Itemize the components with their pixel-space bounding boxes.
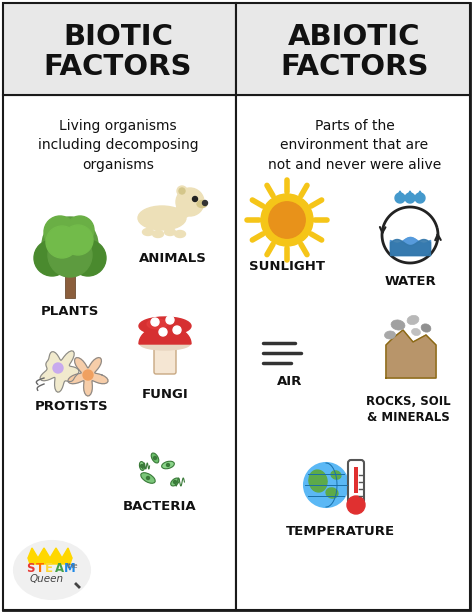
- Text: FUNGI: FUNGI: [141, 388, 188, 401]
- Circle shape: [42, 217, 98, 273]
- Ellipse shape: [142, 229, 154, 235]
- FancyBboxPatch shape: [3, 3, 236, 95]
- Ellipse shape: [139, 317, 191, 335]
- Polygon shape: [417, 191, 423, 197]
- Circle shape: [166, 463, 169, 466]
- FancyBboxPatch shape: [154, 340, 176, 374]
- Circle shape: [66, 216, 94, 244]
- Polygon shape: [407, 191, 413, 197]
- FancyBboxPatch shape: [236, 3, 470, 95]
- Text: SUNLIGHT: SUNLIGHT: [249, 260, 325, 273]
- Ellipse shape: [165, 229, 175, 235]
- Circle shape: [177, 186, 187, 196]
- Ellipse shape: [138, 206, 186, 230]
- Circle shape: [70, 240, 106, 276]
- Ellipse shape: [326, 488, 338, 498]
- Ellipse shape: [147, 319, 167, 329]
- Circle shape: [83, 370, 93, 380]
- Ellipse shape: [140, 462, 145, 470]
- Circle shape: [147, 476, 149, 479]
- Circle shape: [193, 197, 198, 202]
- Text: Queen: Queen: [30, 574, 64, 584]
- Circle shape: [63, 225, 93, 255]
- FancyBboxPatch shape: [65, 270, 75, 298]
- Circle shape: [202, 200, 208, 205]
- Text: the: the: [67, 563, 79, 569]
- Circle shape: [347, 496, 365, 514]
- Polygon shape: [397, 191, 403, 197]
- Circle shape: [151, 318, 159, 326]
- Circle shape: [159, 328, 167, 336]
- Text: M: M: [64, 562, 76, 575]
- Polygon shape: [395, 193, 405, 203]
- FancyBboxPatch shape: [3, 3, 470, 610]
- Circle shape: [269, 202, 305, 238]
- Text: Parts of the
environment that are
not and never were alive: Parts of the environment that are not an…: [268, 118, 441, 172]
- Polygon shape: [405, 193, 415, 203]
- Ellipse shape: [140, 338, 190, 350]
- Ellipse shape: [174, 206, 190, 218]
- Text: E: E: [45, 562, 53, 575]
- Polygon shape: [28, 548, 72, 558]
- Circle shape: [46, 226, 78, 258]
- Text: T: T: [35, 562, 44, 575]
- FancyBboxPatch shape: [348, 460, 364, 504]
- Ellipse shape: [171, 478, 179, 486]
- Ellipse shape: [197, 200, 207, 207]
- Circle shape: [44, 216, 76, 248]
- Circle shape: [34, 240, 70, 276]
- Circle shape: [154, 457, 157, 460]
- Text: PROTISTS: PROTISTS: [35, 400, 109, 413]
- Circle shape: [53, 363, 63, 373]
- FancyBboxPatch shape: [354, 467, 358, 493]
- FancyBboxPatch shape: [236, 95, 470, 610]
- FancyBboxPatch shape: [3, 95, 236, 610]
- Ellipse shape: [421, 324, 431, 332]
- Circle shape: [176, 188, 204, 216]
- Ellipse shape: [391, 320, 405, 330]
- Text: A: A: [54, 562, 64, 575]
- Circle shape: [166, 316, 174, 324]
- Circle shape: [174, 481, 176, 484]
- Circle shape: [48, 233, 92, 277]
- Text: Living organisms
including decomposing
organisms: Living organisms including decomposing o…: [38, 118, 198, 172]
- Polygon shape: [415, 193, 425, 203]
- Ellipse shape: [309, 470, 327, 492]
- Ellipse shape: [385, 331, 395, 339]
- Ellipse shape: [175, 230, 185, 237]
- Circle shape: [261, 194, 313, 246]
- Polygon shape: [40, 351, 79, 392]
- Circle shape: [304, 463, 348, 507]
- Text: WATER: WATER: [384, 275, 436, 288]
- Text: ANIMALS: ANIMALS: [139, 252, 207, 265]
- Ellipse shape: [407, 315, 419, 325]
- Circle shape: [173, 326, 181, 334]
- Circle shape: [386, 211, 434, 259]
- Ellipse shape: [152, 230, 164, 237]
- Ellipse shape: [331, 471, 341, 479]
- Text: AIR: AIR: [277, 375, 303, 388]
- Polygon shape: [386, 330, 436, 378]
- Polygon shape: [28, 558, 72, 564]
- Text: S: S: [26, 562, 35, 575]
- Text: TEMPERATURE: TEMPERATURE: [285, 525, 394, 538]
- Ellipse shape: [14, 541, 90, 599]
- Polygon shape: [68, 357, 108, 396]
- Ellipse shape: [162, 461, 175, 469]
- Circle shape: [179, 188, 185, 194]
- Text: ROCKS, SOIL
& MINERALS: ROCKS, SOIL & MINERALS: [366, 395, 450, 424]
- Text: BACTERIA: BACTERIA: [123, 500, 197, 513]
- Polygon shape: [139, 326, 191, 344]
- Text: ABIOTIC
FACTORS: ABIOTIC FACTORS: [280, 23, 429, 81]
- Ellipse shape: [141, 473, 155, 483]
- Text: PLANTS: PLANTS: [41, 305, 99, 318]
- Ellipse shape: [151, 453, 159, 463]
- Circle shape: [140, 465, 143, 468]
- Text: BIOTIC
FACTORS: BIOTIC FACTORS: [44, 23, 192, 81]
- Ellipse shape: [412, 329, 420, 335]
